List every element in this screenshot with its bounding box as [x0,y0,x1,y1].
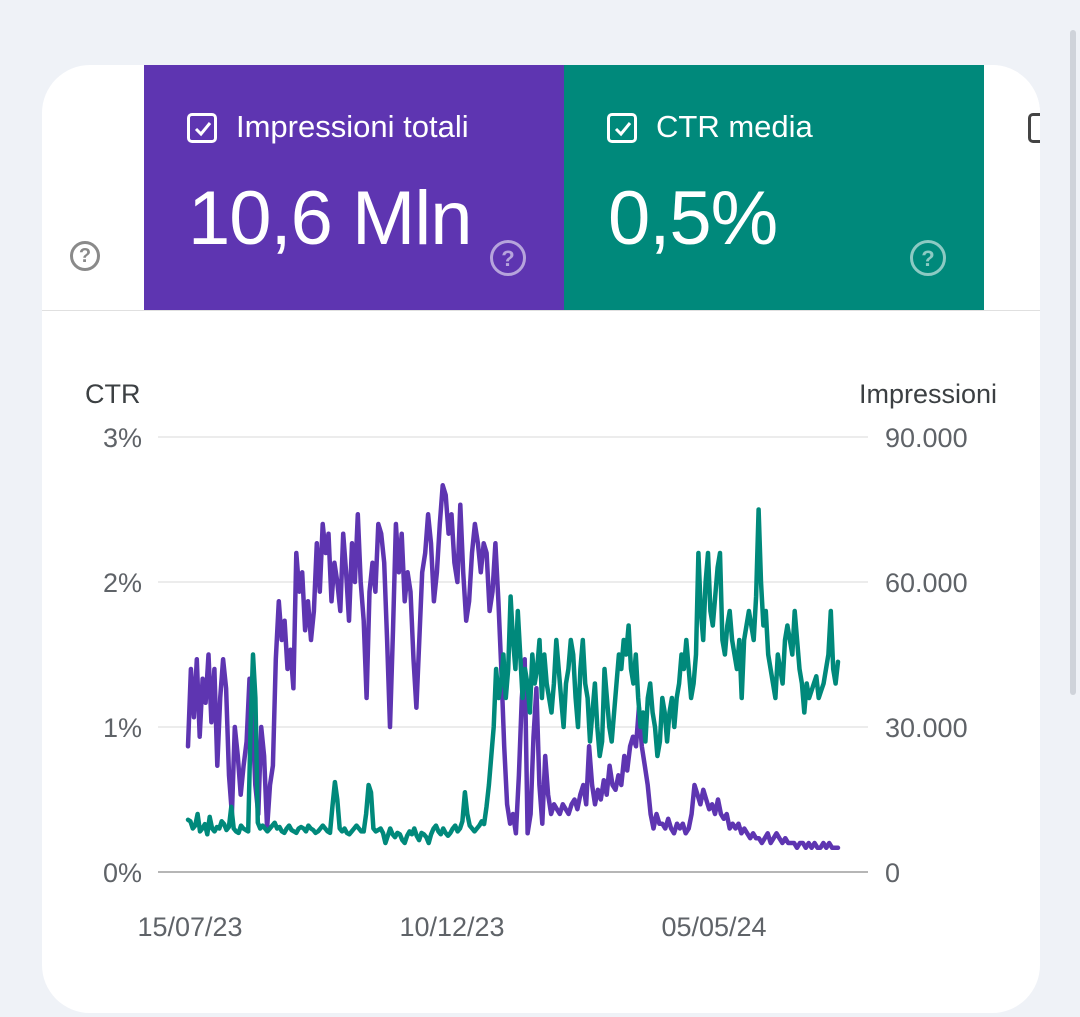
help-icon[interactable]: ? [70,241,100,271]
left-tick-label: 3% [103,423,142,453]
impressions-label: Impressioni totali [236,109,469,144]
left-tick-label: 2% [103,568,142,598]
right-tick-label: 0 [885,858,900,888]
checkmark-icon [614,122,632,137]
left-tick-label: 1% [103,713,142,743]
impressions-value: 10,6 Mln [188,176,472,261]
ctr-metric-tile[interactable]: CTR media 0,5% ? [564,65,984,310]
ctr-label: CTR media [656,109,813,144]
divider [42,310,1040,311]
impressions-help-icon[interactable]: ? [490,240,526,276]
left-tick-label: 0% [103,858,142,888]
next-metric-tile[interactable] [984,65,1040,310]
next-metric-checkbox[interactable] [1028,113,1040,143]
scrollbar[interactable] [1070,30,1076,695]
ctr-value: 0,5% [608,176,778,261]
ctr-checkbox[interactable] [607,113,637,143]
ctr-series-line [185,507,841,846]
right-tick-label: 60.000 [885,568,968,598]
impressions-checkbox[interactable] [187,113,217,143]
impressions-metric-tile[interactable]: Impressioni totali 10,6 Mln ? [144,65,564,310]
checkmark-icon [194,122,212,137]
x-tick-label: 05/05/24 [661,912,766,942]
right-tick-label: 90.000 [885,423,968,453]
right-tick-label: 30.000 [885,713,968,743]
impressions-series-line [185,483,841,851]
right-axis-title: Impressioni [859,379,997,409]
ctr-help-icon[interactable]: ? [910,240,946,276]
performance-card: ? Impressioni totali 10,6 Mln ? CTR medi… [42,65,1040,1013]
x-tick-label: 15/07/23 [137,912,242,942]
left-axis-title: CTR [85,379,141,409]
x-tick-label: 10/12/23 [399,912,504,942]
